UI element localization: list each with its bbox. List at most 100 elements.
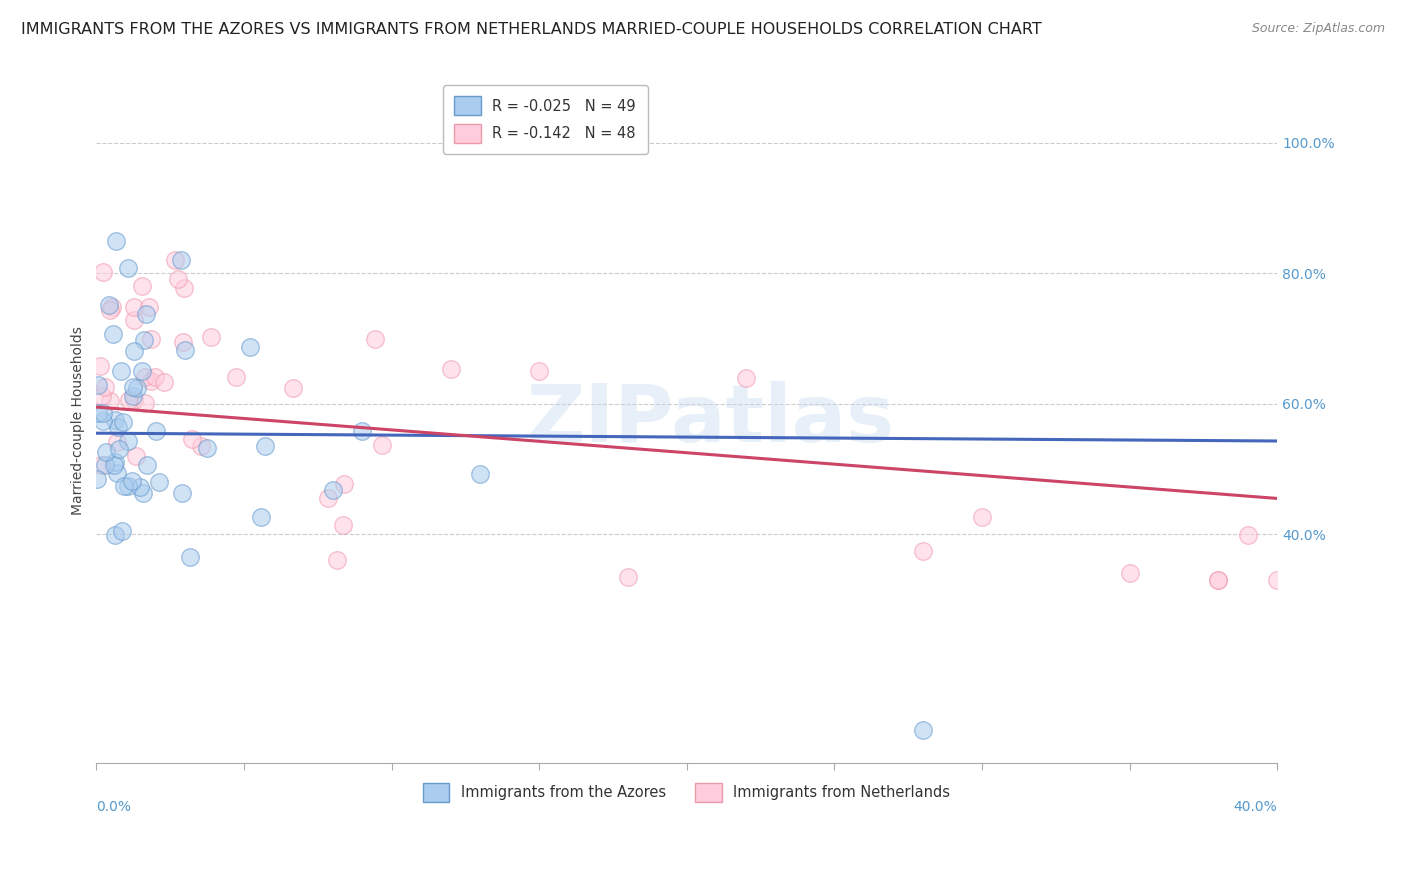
Point <box>440 362 463 376</box>
Text: Source: ZipAtlas.com: Source: ZipAtlas.com <box>1251 22 1385 36</box>
Point <box>122 344 145 359</box>
Point <box>364 332 387 346</box>
Point <box>124 300 146 314</box>
Text: 40.0%: 40.0% <box>1233 800 1277 814</box>
Point <box>107 420 129 434</box>
Point <box>135 307 157 321</box>
Point <box>122 392 145 407</box>
Point <box>110 364 132 378</box>
Point <box>225 369 247 384</box>
Point <box>173 281 195 295</box>
Point <box>97 298 120 312</box>
Point <box>122 389 145 403</box>
Point <box>124 450 146 464</box>
Point <box>94 458 117 472</box>
Point <box>90 389 112 403</box>
Point <box>112 479 135 493</box>
Point <box>326 553 349 567</box>
Point <box>91 414 114 428</box>
Point <box>136 458 159 472</box>
Point <box>104 528 127 542</box>
Point <box>131 364 153 378</box>
Point <box>94 380 117 394</box>
Point <box>970 510 993 524</box>
Point <box>104 234 127 248</box>
Point <box>1236 528 1258 542</box>
Point <box>170 253 193 268</box>
Point <box>101 300 124 314</box>
Point <box>179 549 201 564</box>
Point <box>911 723 934 738</box>
Point <box>148 475 170 489</box>
Point <box>250 510 273 524</box>
Point <box>145 424 167 438</box>
Point <box>91 265 114 279</box>
Point <box>86 472 108 486</box>
Point <box>145 369 167 384</box>
Point <box>90 458 112 472</box>
Point <box>332 518 354 533</box>
Point <box>98 303 121 318</box>
Point <box>911 544 934 558</box>
Point <box>167 272 190 286</box>
Point <box>1265 573 1288 587</box>
Point <box>104 413 127 427</box>
Point <box>107 442 129 456</box>
Point <box>117 434 139 449</box>
Point <box>190 439 212 453</box>
Point <box>322 483 344 497</box>
Point <box>121 474 143 488</box>
Point <box>172 334 194 349</box>
Point <box>134 334 156 348</box>
Point <box>127 381 149 395</box>
Point <box>110 524 132 539</box>
Point <box>129 480 152 494</box>
Point <box>121 380 143 394</box>
Point <box>131 279 153 293</box>
Point <box>174 343 197 357</box>
Point <box>527 364 550 378</box>
Point <box>153 375 176 389</box>
Point <box>195 441 218 455</box>
Point <box>91 406 114 420</box>
Text: IMMIGRANTS FROM THE AZORES VS IMMIGRANTS FROM NETHERLANDS MARRIED-COUPLE HOUSEHO: IMMIGRANTS FROM THE AZORES VS IMMIGRANTS… <box>21 22 1042 37</box>
Point <box>316 491 339 505</box>
Point <box>141 332 163 346</box>
Point <box>470 467 492 482</box>
Point <box>616 570 638 584</box>
Point <box>118 392 141 407</box>
Point <box>283 381 305 395</box>
Point <box>105 434 128 449</box>
Point <box>134 395 156 409</box>
Point <box>87 377 110 392</box>
Point <box>180 432 202 446</box>
Point <box>165 253 187 268</box>
Point <box>104 455 127 469</box>
Point <box>89 359 111 374</box>
Text: 0.0%: 0.0% <box>97 800 131 814</box>
Point <box>122 312 145 326</box>
Point <box>134 370 156 384</box>
Point <box>117 261 139 276</box>
Text: ZIPatlas: ZIPatlas <box>526 381 894 459</box>
Point <box>98 393 121 408</box>
Point <box>131 485 153 500</box>
Point <box>253 439 276 453</box>
Point <box>139 374 162 388</box>
Point <box>332 477 354 491</box>
Point <box>1206 573 1229 587</box>
Point <box>1206 573 1229 587</box>
Point <box>371 438 394 452</box>
Point <box>87 406 110 420</box>
Point <box>1118 566 1140 581</box>
Point <box>170 486 193 500</box>
Y-axis label: Married-couple Households: Married-couple Households <box>72 326 86 515</box>
Point <box>112 415 135 429</box>
Point <box>138 300 160 314</box>
Point <box>238 340 260 354</box>
Point <box>734 371 756 385</box>
Point <box>96 445 118 459</box>
Point <box>200 330 222 344</box>
Legend: Immigrants from the Azores, Immigrants from Netherlands: Immigrants from the Azores, Immigrants f… <box>412 772 962 814</box>
Point <box>352 424 374 438</box>
